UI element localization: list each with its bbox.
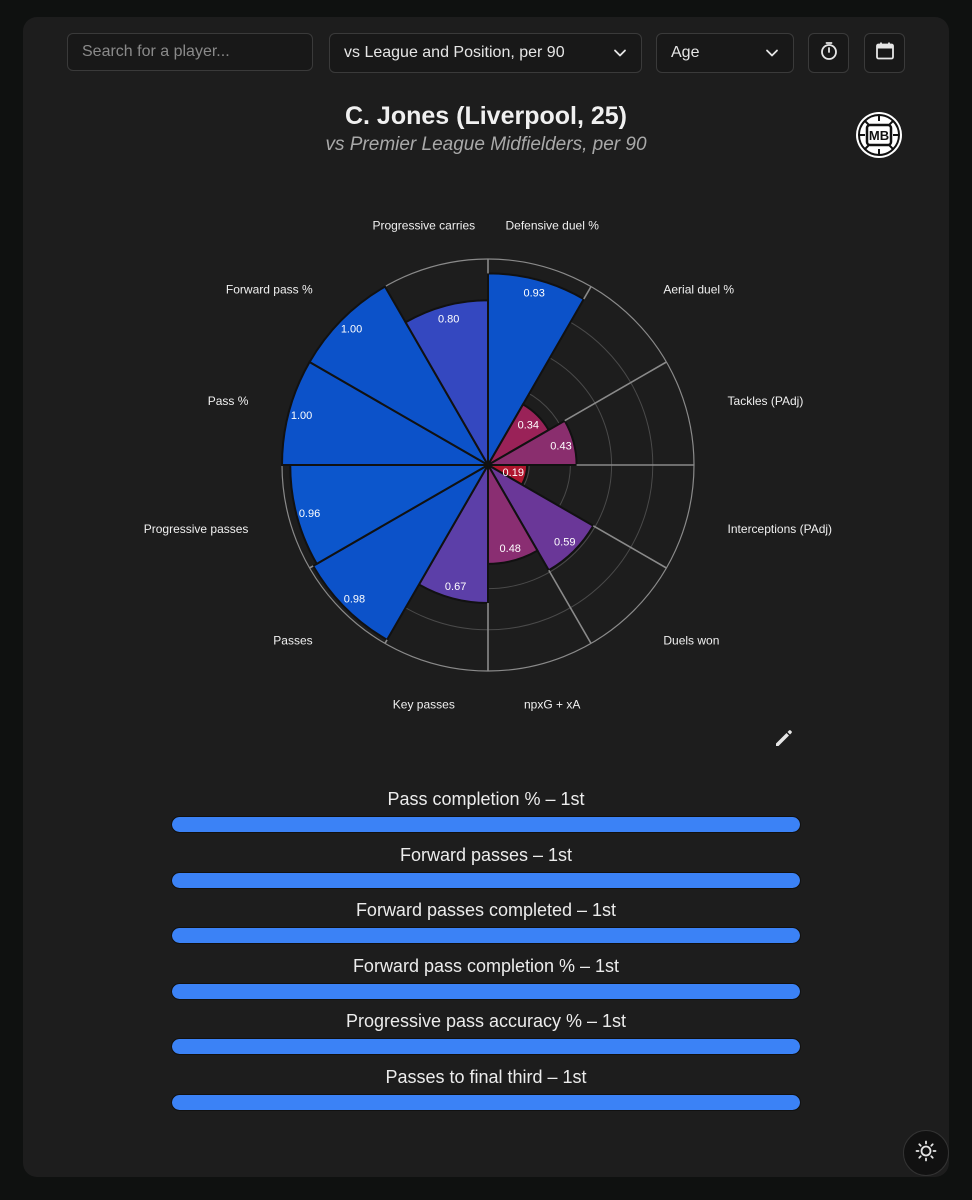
percentile-bar-label: Forward passes completed – 1st xyxy=(355,900,617,920)
percentile-bar-label: Passes to final third – 1st xyxy=(385,1066,587,1087)
value-label: 0.96 xyxy=(299,508,320,520)
radar-spoke xyxy=(384,639,388,644)
radar-wedges xyxy=(280,272,595,642)
category-label: Interceptions (PAdj) xyxy=(728,522,833,536)
value-label: 1.00 xyxy=(341,324,362,336)
percentile-bar-fill xyxy=(172,983,800,999)
search-input[interactable] xyxy=(67,33,313,71)
value-label: 0.98 xyxy=(344,594,365,606)
category-label: Aerial duel % xyxy=(663,283,734,297)
value-label: 0.80 xyxy=(438,313,459,325)
percentile-bar-row: Forward passes completed – 1st xyxy=(171,900,801,956)
value-label: 0.19 xyxy=(503,467,524,479)
radar-spoke xyxy=(309,565,314,569)
category-label: Pass % xyxy=(208,394,249,408)
value-label: 0.93 xyxy=(524,288,545,300)
radar-spoke xyxy=(583,286,592,300)
category-labels: Defensive duel % Aerial duel % Tackles (PA… xyxy=(144,218,832,711)
radar-wedge xyxy=(308,285,491,468)
category-label: Tackles (PAdj) xyxy=(728,394,804,408)
value-label: 0.67 xyxy=(445,581,466,593)
radar-wedge xyxy=(289,464,492,566)
percentile-bar-track xyxy=(171,871,801,889)
percentile-bar-row: Progressive pass accuracy % – 1st xyxy=(171,1011,801,1067)
sun-icon xyxy=(915,1140,937,1167)
age-select-value: Age xyxy=(671,44,700,61)
radar-spokes xyxy=(309,259,694,671)
category-label: Progressive passes xyxy=(144,522,249,536)
chevron-down-icon xyxy=(613,46,627,60)
chevron-down-icon xyxy=(765,46,779,60)
radar-spoke xyxy=(548,569,592,644)
radar-wedge xyxy=(311,462,491,642)
radar-wedge xyxy=(487,272,586,469)
value-label: 0.43 xyxy=(550,440,571,452)
percentile-bar-label: Progressive pass accuracy % – 1st xyxy=(345,1011,627,1031)
theme-toggle-button[interactable] xyxy=(903,1130,949,1176)
edit-button[interactable] xyxy=(772,726,796,750)
percentile-bar-fill xyxy=(172,1039,800,1054)
brand-logo: MB xyxy=(855,111,903,159)
radar-wedge xyxy=(404,299,489,469)
percentile-bar-label: Pass completion % – 1st xyxy=(387,789,585,809)
category-label: Forward pass % xyxy=(226,283,313,297)
percentile-bar-fill xyxy=(172,1094,800,1110)
category-label: Duels won xyxy=(663,633,719,647)
category-label: npxG + xA xyxy=(524,698,580,712)
radar-chart: 0.93 0.34 0.43 0.19 0.59 0.48 0.67 0.98 0.96 1.00… xyxy=(144,218,832,711)
percentile-bar-track xyxy=(171,1038,801,1055)
radar-spoke xyxy=(564,361,667,422)
percentile-bar-label: Forward pass completion % – 1st xyxy=(352,955,620,976)
pencil-icon xyxy=(772,730,796,754)
percentile-bar-row: Forward passes – 1st xyxy=(171,845,801,901)
age-select[interactable]: Age xyxy=(656,33,794,73)
calendar-icon xyxy=(875,41,895,66)
value-labels: 0.93 0.34 0.43 0.19 0.59 0.48 0.67 0.98 0.96 1.00… xyxy=(291,288,576,606)
stopwatch-icon xyxy=(819,41,839,66)
calendar-button[interactable] xyxy=(864,33,905,73)
radar-wedge xyxy=(280,360,492,466)
percentile-bar-track xyxy=(171,927,801,944)
chart-title: C. Jones (Liverpool, 25) xyxy=(344,102,627,130)
percentile-bar-track xyxy=(171,816,801,833)
value-label: 0.48 xyxy=(500,543,521,555)
category-label: Defensive duel % xyxy=(505,218,599,232)
category-label: Passes xyxy=(273,633,312,647)
percentile-bar-fill xyxy=(172,872,800,888)
timer-button[interactable] xyxy=(808,33,849,73)
percentile-bar-track xyxy=(171,1093,801,1111)
percentile-bar-row: Passes to final third – 1st xyxy=(171,1067,801,1123)
comparison-select[interactable]: vs League and Position, per 90 xyxy=(329,33,642,73)
percentile-bar-track xyxy=(171,982,801,1000)
logo-text: MB xyxy=(869,128,889,143)
category-label: Progressive carries xyxy=(372,218,475,232)
radar-spoke xyxy=(592,525,667,569)
main-card: vs League and Position, per 90 Age xyxy=(23,17,949,1177)
percentile-bars: Pass completion % – 1st Forward passes – … xyxy=(171,789,801,1122)
value-label: 0.59 xyxy=(554,537,575,549)
value-label: 0.34 xyxy=(518,420,539,432)
percentile-bar-label: Forward passes – 1st xyxy=(399,844,573,865)
percentile-bar-fill xyxy=(172,817,800,832)
percentile-bar-row: Forward pass completion % – 1st xyxy=(171,956,801,1012)
chart-subtitle: vs Premier League Midfielders, per 90 xyxy=(325,134,647,155)
percentile-bar-row: Pass completion % – 1st xyxy=(171,789,801,845)
value-label: 1.00 xyxy=(291,410,312,422)
percentile-bar-fill xyxy=(172,928,800,943)
category-label: Key passes xyxy=(393,698,455,712)
comparison-select-value: vs League and Position, per 90 xyxy=(344,44,565,61)
